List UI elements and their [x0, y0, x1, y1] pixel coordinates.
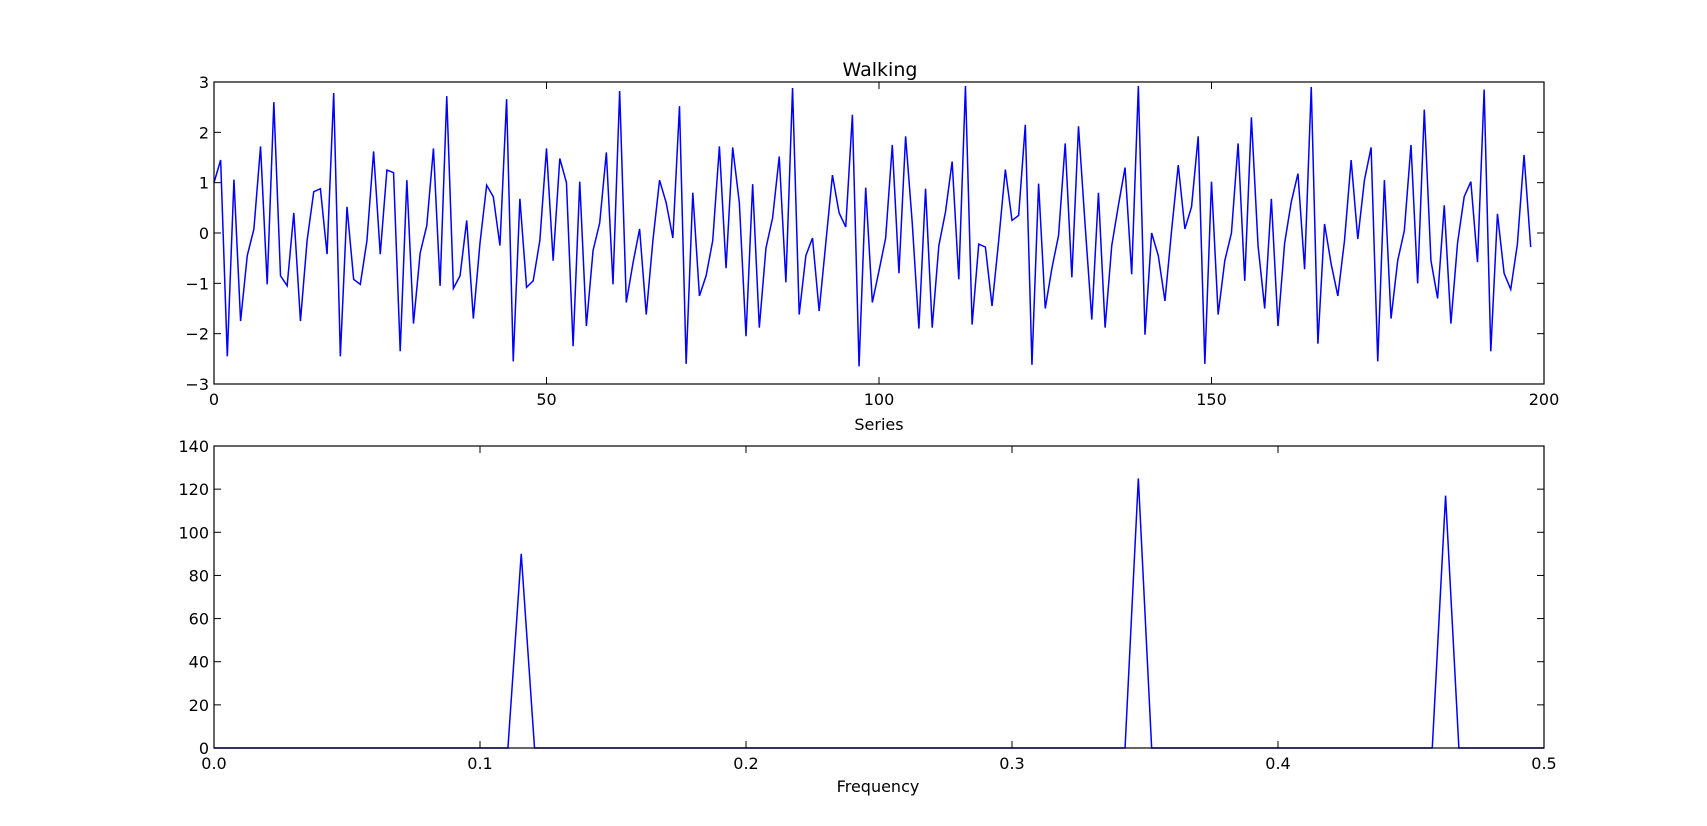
- series-line: [213, 86, 1532, 367]
- x-axis-label: Series: [854, 415, 903, 434]
- x-tick-label: 0.0: [201, 754, 226, 773]
- y-tick-label: 3: [199, 73, 209, 92]
- x-tick-label: 0.2: [733, 754, 758, 773]
- plot-title: Walking: [843, 59, 918, 81]
- y-tick-label: 20: [189, 696, 209, 715]
- x-tick-label: 0.5: [1531, 754, 1556, 773]
- plot-frame: [213, 445, 1545, 749]
- y-tick-label: −1: [185, 274, 209, 293]
- y-tick-label: 1: [199, 174, 209, 193]
- x-tick-label: 0.1: [467, 754, 492, 773]
- tick-group: 0.0 0.1 0.2 0.3 0.4 0.5 0 20 40 60 80 100 120 140: [178, 437, 1556, 773]
- x-tick-label: 200: [1529, 390, 1560, 409]
- x-tick-label: 0: [209, 390, 219, 409]
- x-tick-label: 0.3: [999, 754, 1024, 773]
- y-tick-label: 140: [178, 437, 209, 456]
- x-tick-label: 0.4: [1265, 754, 1290, 773]
- x-tick-label: 150: [1196, 390, 1227, 409]
- x-tick-label: 100: [864, 390, 895, 409]
- x-tick-label: 50: [536, 390, 556, 409]
- y-tick-label: −3: [185, 375, 209, 394]
- plot-frame: [213, 81, 1545, 385]
- y-tick-label: 2: [199, 123, 209, 142]
- series-line-group: [213, 86, 1532, 367]
- y-tick-label: 40: [189, 653, 209, 672]
- y-tick-label: −2: [185, 325, 209, 344]
- walking-series-plot: Walking 0 50 100 150 200 −3 −2 −1 0 1 2 3 Series: [185, 59, 1559, 434]
- series-line: [214, 478, 1544, 749]
- frequency-spectrum-plot: 0.0 0.1 0.2 0.3 0.4 0.5 0 20 40 60 80 100 120 140 Fre…: [178, 437, 1556, 796]
- tick-group: 0 50 100 150 200 −3 −2 −1 0 1 2 3: [185, 73, 1559, 409]
- y-tick-label: 0: [199, 739, 209, 758]
- x-axis-label: Frequency: [837, 777, 920, 796]
- y-tick-label: 120: [178, 480, 209, 499]
- spectrum-line-group: [214, 478, 1544, 749]
- y-tick-label: 0: [199, 224, 209, 243]
- y-tick-label: 80: [189, 566, 209, 585]
- y-tick-label: 60: [189, 610, 209, 629]
- y-tick-label: 100: [178, 523, 209, 542]
